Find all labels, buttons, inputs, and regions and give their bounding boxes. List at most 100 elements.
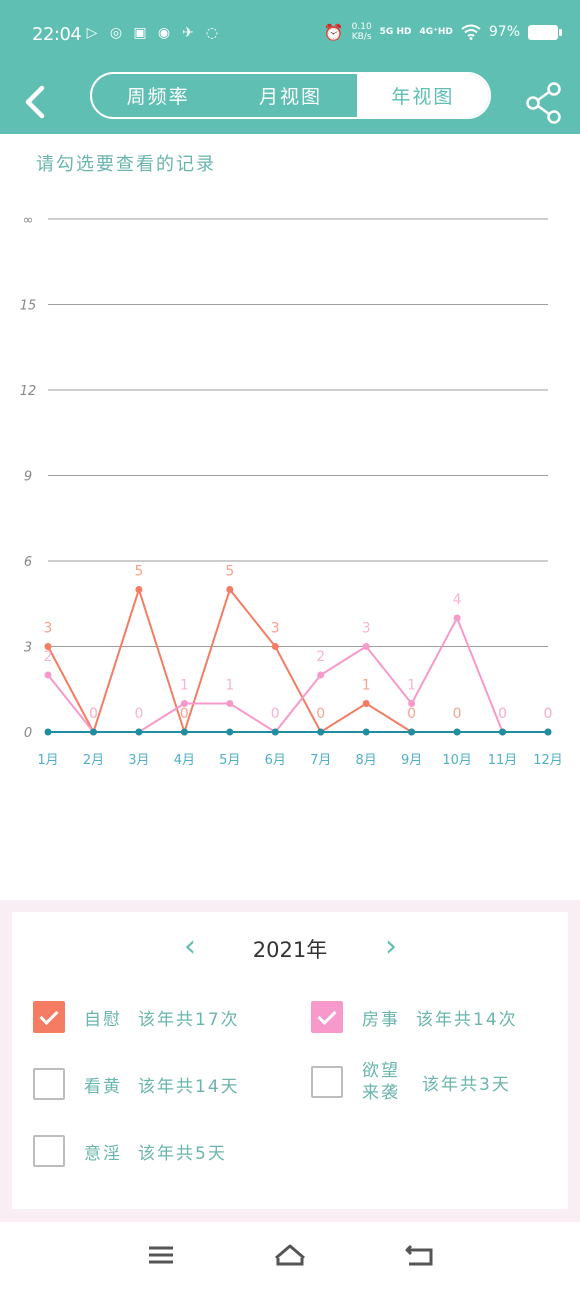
data-point <box>135 586 143 593</box>
menu-icon[interactable] <box>141 1238 181 1272</box>
data-label: 1 <box>362 678 371 694</box>
checkbox-porn[interactable] <box>33 1068 65 1100</box>
item-label-line1: 欲望 <box>362 1061 400 1081</box>
speed-unit: KB/s <box>351 32 372 42</box>
wifi-icon <box>461 24 481 40</box>
data-label: 0 <box>89 706 98 722</box>
data-label: 0 <box>544 706 553 722</box>
data-label: 0 <box>498 706 507 722</box>
series-line <box>47 615 548 734</box>
x-tick-label: 7月 <box>310 753 331 768</box>
music-icon: ◌ <box>205 25 219 41</box>
share-icon[interactable] <box>524 78 564 126</box>
data-label: 0 <box>453 706 462 722</box>
year-selector: ‹ 2021年 › <box>12 932 568 964</box>
back-arrow-icon[interactable] <box>18 80 54 124</box>
x-tick-label: 2月 <box>83 753 104 768</box>
record-item-intercourse[interactable]: 房事 该年共14次 <box>311 1001 518 1033</box>
checkbox-desire[interactable] <box>311 1066 343 1098</box>
tab-yearly[interactable]: 年视图 <box>356 74 489 117</box>
item-label: 自慰 <box>84 1009 122 1030</box>
data-point <box>226 728 234 736</box>
x-tick-label: 4月 <box>174 753 195 768</box>
item-count: 该年共5天 <box>138 1143 227 1164</box>
data-point <box>180 728 188 736</box>
data-label: 3 <box>44 621 53 637</box>
x-tick-label: 8月 <box>356 753 377 768</box>
item-label: 欲望 来袭 <box>362 1060 406 1104</box>
data-label: 5 <box>225 564 234 580</box>
checkbox-masturbation[interactable] <box>33 1001 65 1033</box>
navigation-bar <box>0 1222 580 1289</box>
data-point <box>44 728 52 736</box>
data-point <box>362 700 370 707</box>
x-tick-label: 12月 <box>533 753 563 768</box>
y-tick-label: 12 <box>20 384 37 399</box>
y-tick-label: 15 <box>20 299 37 314</box>
data-label: 0 <box>134 706 143 722</box>
y-tick-label: 6 <box>24 555 32 570</box>
tab-weekly[interactable]: 周频率 <box>126 86 190 108</box>
record-item-desire[interactable]: 欲望 来袭 该年共3天 <box>311 1060 511 1104</box>
x-tick-label: 9月 <box>401 753 422 768</box>
data-point <box>408 700 416 707</box>
data-point <box>180 700 188 707</box>
y-tick-label: 0 <box>24 726 32 741</box>
data-point <box>453 614 461 622</box>
weibo-icon: ◎ <box>109 25 123 41</box>
data-label: 0 <box>544 706 553 722</box>
data-label: 1 <box>225 678 234 694</box>
data-point <box>44 643 52 650</box>
tab-monthly[interactable]: 月视图 <box>258 86 322 108</box>
network-5g: 5G HD <box>379 27 412 37</box>
status-time: 22:04 <box>32 24 82 45</box>
x-tick-label: 6月 <box>265 753 286 768</box>
data-label: 0 <box>271 706 280 722</box>
data-label: 3 <box>271 621 280 637</box>
record-item-masturbation[interactable]: 自慰 该年共17次 <box>33 1001 240 1033</box>
home-icon[interactable] <box>270 1238 310 1272</box>
data-point <box>362 728 370 736</box>
data-point <box>317 671 325 679</box>
record-item-porn[interactable]: 看黄 该年共14天 <box>33 1068 240 1100</box>
item-label-line2: 来袭 <box>362 1083 400 1103</box>
x-tick-label: 5月 <box>219 753 240 768</box>
data-label: 0 <box>89 706 98 722</box>
status-right: ⏰ 0.10 KB/s 5G HD 4G⁺HD 97% <box>324 22 562 42</box>
checkbox-intercourse[interactable] <box>311 1001 343 1033</box>
item-count: 该年共3天 <box>422 1074 511 1095</box>
data-label: 2 <box>44 649 53 665</box>
y-tick-label: ∞ <box>23 213 34 228</box>
item-label: 看黄 <box>84 1076 122 1097</box>
item-count: 该年共14天 <box>138 1076 240 1097</box>
data-point <box>226 586 234 593</box>
battery-percent: 97% <box>488 24 520 40</box>
next-year-button[interactable]: › <box>385 929 397 964</box>
data-label: 1 <box>180 678 189 694</box>
item-count: 该年共14次 <box>416 1009 518 1030</box>
status-bar: 22:04 ▷ ◎ ▣ ◉ ✈ ◌ ⏰ 0.10 KB/s 5G HD 4G⁺H… <box>0 0 580 70</box>
data-point <box>135 728 143 736</box>
data-point <box>317 728 325 736</box>
data-point <box>362 643 370 650</box>
play-icon: ▷ <box>86 25 98 41</box>
data-label: 5 <box>134 564 143 580</box>
data-label: 0 <box>180 706 189 722</box>
location-icon: ◉ <box>157 25 171 41</box>
network-speed: 0.10 KB/s <box>352 22 372 42</box>
checkbox-fantasy[interactable] <box>33 1135 65 1167</box>
record-item-fantasy[interactable]: 意淫 该年共5天 <box>33 1135 227 1167</box>
data-label: 3 <box>362 621 371 637</box>
notification-icons: ▷ ◎ ▣ ◉ ✈ ◌ <box>84 25 220 41</box>
network-4g: 4G⁺HD <box>419 27 453 37</box>
x-tick-label: 3月 <box>128 753 149 768</box>
prev-year-button[interactable]: ‹ <box>184 929 196 964</box>
data-point <box>44 671 52 679</box>
x-tick-label: 11月 <box>488 753 518 768</box>
app-bar: 周频率 月视图 年视图 <box>0 70 580 134</box>
back-nav-icon[interactable] <box>399 1238 439 1272</box>
record-panel: ‹ 2021年 › 自慰 该年共17次 房事 该年共14次 看黄 该年共14天 … <box>0 900 580 1222</box>
data-label: 0 <box>316 706 325 722</box>
data-label: 1 <box>407 678 416 694</box>
